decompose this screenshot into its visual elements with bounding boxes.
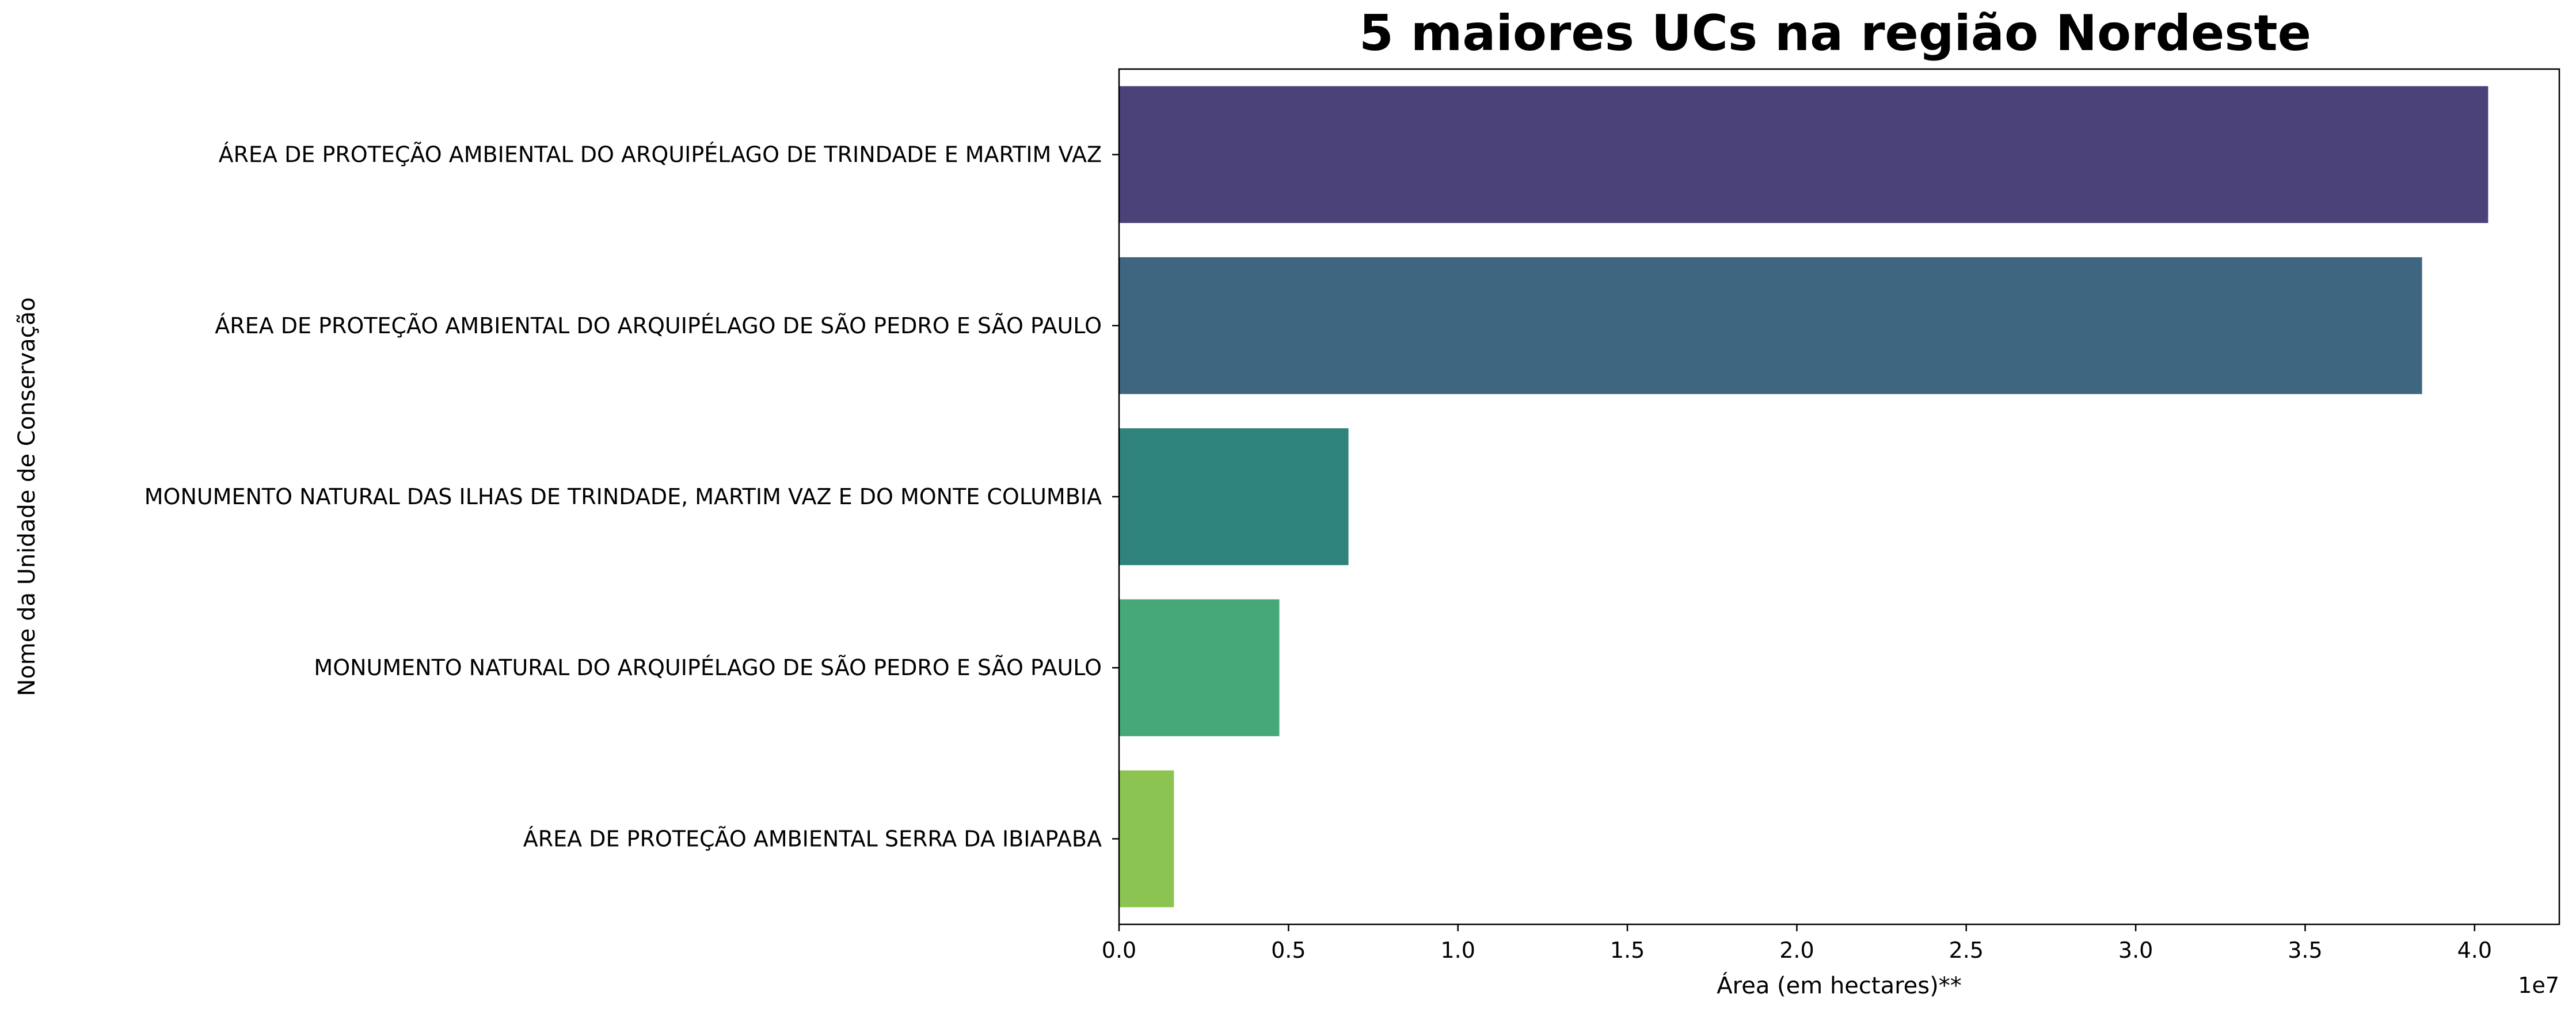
bar-4 [1119, 599, 1280, 737]
x-tick-label: 3.0 [2118, 938, 2153, 963]
bar-3 [1119, 428, 1349, 565]
x-tick-label: 4.0 [2457, 938, 2492, 963]
x-tick-label: 1.0 [1440, 938, 1475, 963]
y-tick-label: MONUMENTO NATURAL DO ARQUIPÉLAGO DE SÃO … [314, 655, 1102, 680]
y-tick-label: ÁREA DE PROTEÇÃO AMBIENTAL SERRA DA IBIA… [523, 826, 1102, 851]
x-tick-label: 0.0 [1102, 938, 1136, 963]
y-axis-label: Nome da Unidade de Conservação [14, 297, 40, 696]
x-tick-label: 0.5 [1271, 938, 1306, 963]
bar-1 [1119, 86, 2489, 223]
y-tick-label: ÁREA DE PROTEÇÃO AMBIENTAL DO ARQUIPÉLAG… [219, 142, 1102, 167]
y-tick-label: MONUMENTO NATURAL DAS ILHAS DE TRINDADE,… [144, 484, 1102, 509]
plot-area-frame [1118, 68, 2560, 925]
x-tick-label: 1.5 [1610, 938, 1645, 963]
x-axis-label: Área (em hectares)** [1717, 972, 1961, 999]
bar-5 [1119, 770, 1174, 908]
x-axis-offset-label: 1e7 [2518, 973, 2559, 998]
y-tick-label: ÁREA DE PROTEÇÃO AMBIENTAL DO ARQUIPÉLAG… [215, 313, 1102, 338]
x-tick-label: 3.5 [2288, 938, 2322, 963]
x-tick-label: 2.5 [1949, 938, 1984, 963]
bar-2 [1119, 257, 2422, 394]
x-tick-label: 2.0 [1779, 938, 1814, 963]
chart-title: 5 maiores UCs na região Nordeste [1359, 5, 2311, 62]
